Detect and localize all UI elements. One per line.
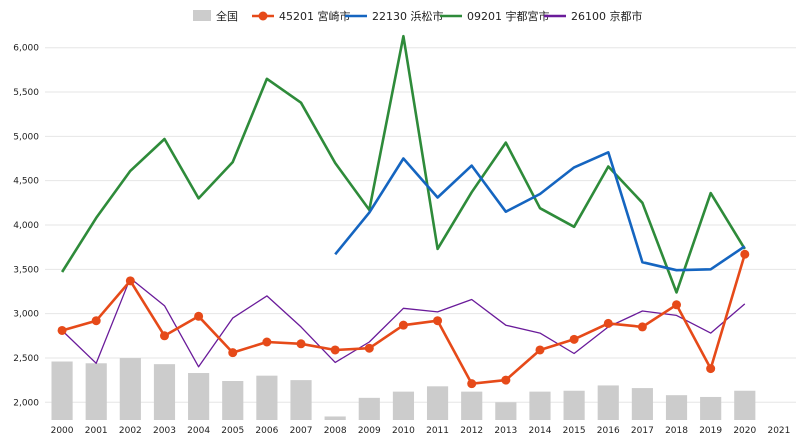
bar: [119, 357, 141, 420]
x-tick-label: 2004: [187, 426, 210, 436]
bar: [461, 391, 483, 420]
data-point: [467, 379, 477, 389]
bar: [392, 391, 415, 420]
y-tick-label: 5,000: [13, 132, 39, 142]
bar: [85, 363, 107, 420]
y-tick-label: 2,500: [13, 354, 39, 364]
data-point: [706, 364, 716, 374]
x-tick-label: 2021: [767, 426, 790, 436]
x-tick-label: 2001: [85, 426, 108, 436]
x-tick-label: 2002: [119, 426, 142, 436]
line-series: [57, 34, 750, 389]
data-point: [159, 331, 169, 341]
legend-label: 26100 京都市: [571, 9, 643, 23]
data-point: [91, 316, 101, 326]
bar: [700, 396, 722, 420]
bar: [153, 364, 176, 420]
x-tick-label: 2005: [221, 426, 244, 436]
y-axis-tick-labels: 2,000 2,500 3,000 3,500 4,000 4,500 5,000 5,500…: [13, 44, 39, 409]
bar-series: [51, 357, 756, 420]
series-line: [61, 277, 746, 368]
y-tick-label: 4,500: [13, 177, 39, 187]
bar: [597, 385, 619, 420]
x-tick-label: 2012: [460, 426, 483, 436]
data-point: [603, 318, 613, 328]
x-tick-label: 2018: [665, 426, 688, 436]
legend-label: 22130 浜松市: [372, 9, 444, 23]
series-line: [61, 34, 746, 294]
bar: [426, 386, 449, 420]
x-tick-label: 2003: [153, 426, 176, 436]
bar: [188, 373, 210, 420]
x-tick-label: 2017: [631, 426, 654, 436]
y-tick-label: 3,000: [13, 310, 39, 320]
y-tick-label: 5,500: [13, 88, 39, 98]
bar: [563, 390, 585, 420]
x-tick-label: 2000: [51, 426, 74, 436]
y-tick-label: 2,000: [13, 398, 39, 408]
x-tick-label: 2008: [324, 426, 347, 436]
legend-label: 45201 宮崎市: [279, 9, 351, 23]
x-tick-label: 2011: [426, 426, 449, 436]
bar: [51, 361, 73, 420]
data-point: [637, 322, 647, 332]
x-tick-label: 2009: [358, 426, 381, 436]
data-point: [296, 339, 306, 349]
x-tick-label: 2015: [563, 426, 586, 436]
bar: [529, 391, 551, 420]
x-tick-label: 2014: [529, 426, 552, 436]
data-point: [672, 300, 682, 310]
data-point: [501, 375, 511, 385]
x-tick-label: 2020: [733, 426, 756, 436]
data-point: [330, 345, 340, 355]
y-tick-label: 3,500: [13, 265, 39, 275]
x-tick-label: 2016: [597, 426, 620, 436]
bar: [734, 390, 756, 420]
data-point: [194, 311, 204, 321]
data-point: [228, 348, 238, 358]
data-point: [398, 320, 408, 330]
data-point: [740, 249, 750, 259]
bar: [665, 395, 688, 420]
x-tick-label: 2013: [494, 426, 517, 436]
x-tick-label: 2006: [255, 426, 278, 436]
y-tick-label: 6,000: [13, 44, 39, 54]
bar: [358, 397, 380, 420]
legend-swatch: [193, 10, 211, 21]
data-point: [57, 325, 67, 335]
data-point: [364, 343, 374, 353]
data-point: [535, 345, 545, 355]
x-tick-label: 2010: [392, 426, 415, 436]
legend-label: 09201 宇都宮市: [467, 9, 550, 23]
data-point: [569, 334, 579, 344]
bar: [256, 375, 278, 420]
data-point: [262, 337, 272, 347]
gridlines: [45, 47, 796, 403]
bar: [290, 380, 312, 420]
data-point: [125, 276, 135, 286]
y-tick-label: 4,000: [13, 221, 39, 231]
series-line: [334, 151, 746, 272]
legend-label: 全国: [216, 9, 238, 23]
legend-marker: [258, 11, 268, 21]
x-tick-label: 2007: [290, 426, 313, 436]
bar: [631, 388, 653, 420]
data-point: [433, 316, 443, 326]
x-tick-label: 2019: [699, 426, 722, 436]
legend: 全国 45201 宮崎市 22130 浜松市 09201 宇都宮市 26100 京都市: [193, 9, 643, 23]
bar: [495, 402, 517, 420]
bar: [324, 416, 346, 420]
x-axis-tick-labels: 2000 2001 2002 2003 2004 2005 2006 2007 2008 2009…: [51, 426, 791, 436]
bar: [222, 381, 244, 420]
